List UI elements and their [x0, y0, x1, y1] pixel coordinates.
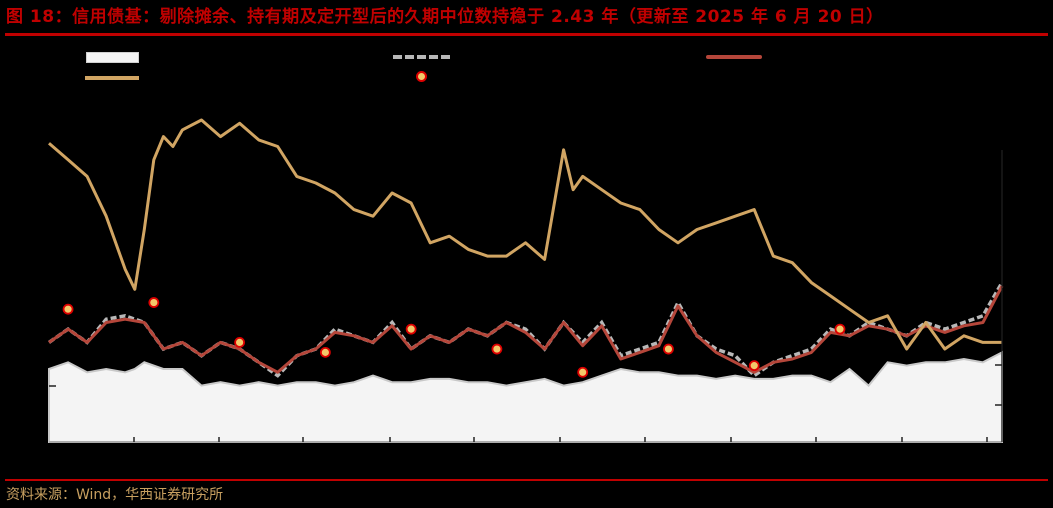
marker-point — [319, 346, 331, 358]
legend-swatch-smoothed — [706, 55, 762, 59]
legend-swatch-area — [86, 52, 139, 63]
marker-point — [663, 343, 674, 355]
legend-swatch-tan — [85, 76, 139, 80]
title-divider — [5, 33, 1048, 36]
smoothed-series — [48, 285, 1004, 374]
area-series — [48, 350, 1003, 443]
marker-point — [405, 323, 417, 335]
legend-swatch-marker — [416, 71, 427, 82]
marker-point — [577, 366, 589, 378]
legend-swatch-dashed — [393, 55, 451, 59]
x-axis-ticks — [133, 437, 988, 442]
marker-point — [491, 343, 503, 355]
marker-point — [62, 303, 74, 315]
marker-point — [748, 360, 760, 372]
marker-point — [148, 297, 160, 308]
marker-point — [234, 336, 246, 348]
dashed-series — [47, 281, 1004, 378]
footer-divider — [5, 479, 1048, 481]
marker-point — [834, 323, 846, 335]
chart-title: 图 18：信用债基：剔除摊余、持有期及定开型后的久期中位数持稳于 2.43 年（… — [6, 7, 884, 27]
tan-series — [48, 118, 1002, 351]
plot-area — [47, 118, 1004, 443]
source-note: 资料来源：Wind，华西证券研究所 — [6, 487, 224, 503]
chart-legend — [0, 40, 1053, 90]
